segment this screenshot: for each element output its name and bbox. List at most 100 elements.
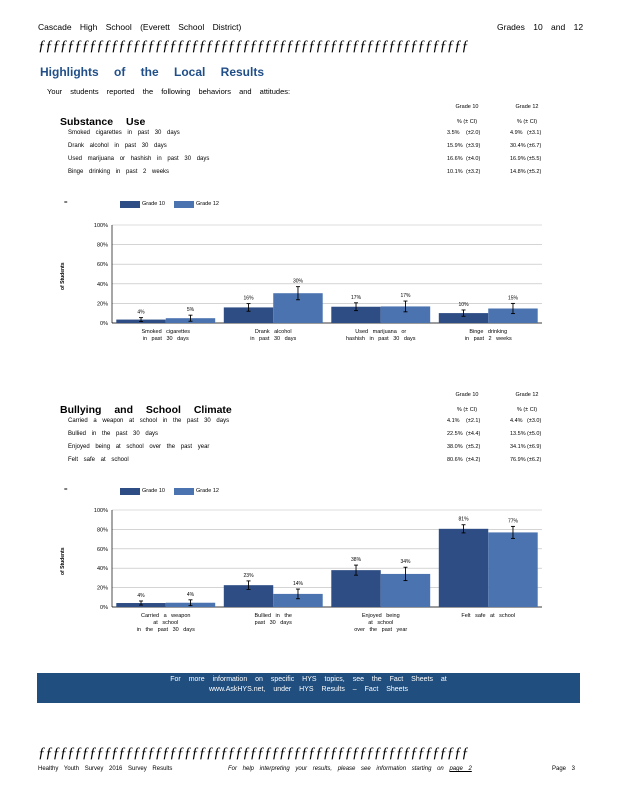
row-label: Binge drinking in past 2 weeks [68,169,170,175]
category-label: Smoked cigarettes [141,329,190,335]
bar [223,307,274,323]
grade10-pct: 22.5% [447,431,463,437]
col-ci-12: % (± CI) [516,119,538,125]
bar [331,570,381,607]
grade10-pct: 3.5% [447,130,460,136]
row-label: Carried a weapon at school in the past 3… [68,418,230,424]
row-label: Drank alcohol in past 30 days [68,143,167,149]
y-tick-label: 20% [97,301,108,307]
bar [488,532,538,607]
data-label: 23% [244,573,255,579]
category-label: Bullied in the [255,613,293,619]
top-divider: ƒƒƒƒƒƒƒƒƒƒƒƒƒƒƒƒƒƒƒƒƒƒƒƒƒƒƒƒƒƒƒƒƒƒƒƒƒƒƒƒ… [38,38,468,54]
category-label: Carried a weapon [141,613,190,619]
data-label: 4% [137,593,145,599]
y-tick-label: 100% [94,508,108,514]
data-label: 14% [293,581,304,587]
data-label: 17% [351,295,362,301]
category-label: at school [368,620,393,626]
bar [223,585,274,607]
legend-label-grade10: Grade 10 [142,201,165,207]
y-tick-label: 80% [97,243,108,249]
bar [273,593,323,607]
category-label: Used marijuana or [355,329,406,335]
section-heading-substance: Substance Use [60,116,146,128]
data-label: 4% [137,310,145,316]
grade10-pct: 16.6% [447,156,463,162]
bullying-chart: 0%20%40%60%80%100%4% 4%Carried a weaponat… [94,508,542,633]
data-label: 4% [187,592,195,598]
row-label: Felt safe at school [68,457,129,463]
grade12-ci: (±3.1) [527,130,542,136]
data-label: 81% [459,517,470,523]
col-grade10-b: Grade 10 [455,392,479,398]
grade12-ci: (±5.2) [527,169,542,175]
y-tick-label: 0% [100,321,108,327]
y-tick-label: 20% [97,586,108,592]
data-label: 17% [400,293,411,299]
school-name: Cascade High School (Everett School Dist… [38,22,242,32]
footer-survey: Healthy Youth Survey 2016 Survey Results [38,766,173,772]
row-label: Bullied in the past 30 days [68,431,159,437]
col-grade12: Grade 12 [515,104,539,110]
category-label: over the past year [354,627,407,633]
grade10-pct: 4.1% [447,418,460,424]
bar [438,313,489,323]
data-label: 34% [400,559,411,565]
grade12-pct: 4.4% [510,418,523,424]
grade10-pct: 10.1% [447,169,463,175]
grade12-pct: 30.4% [510,143,526,149]
grade10-ci: (±2.0) [466,130,481,136]
category-label: Binge drinking [469,329,507,335]
bottom-divider: ƒƒƒƒƒƒƒƒƒƒƒƒƒƒƒƒƒƒƒƒƒƒƒƒƒƒƒƒƒƒƒƒƒƒƒƒƒƒƒƒ… [38,745,468,761]
grade12-ci: (±6.7) [527,143,542,149]
col-ci-12-b: % (± CI) [516,407,538,413]
grade10-pct: 15.9% [447,143,463,149]
grade10-pct: 38.0% [447,444,463,450]
grade12-pct: 16.9% [510,156,526,162]
grade10-ci: (±4.4) [466,431,481,437]
grade12-ci: (±6.9) [527,444,542,450]
legend-swatch-grade12 [174,488,194,495]
grade10-pct: 80.6% [447,457,463,463]
grade10-ci: (±3.2) [466,169,481,175]
bar [331,306,381,323]
y-tick-label: 80% [97,527,108,533]
data-label: 5% [187,307,195,313]
grade10-ci: (±2.1) [466,418,481,424]
legend-label-grade10: Grade 10 [142,488,165,494]
footer-page-link[interactable]: page 2 [449,766,472,772]
y-axis-label: of Students [60,547,66,576]
legend-label-grade12: Grade 12 [196,488,219,494]
y-tick-label: 60% [97,547,108,553]
y-axis-label: of Students [60,262,66,291]
page-subtitle: Your students reported the following beh… [47,87,291,96]
y-tick-label: 0% [100,605,108,611]
category-label: in past 30 days [250,336,296,342]
col-ci-10-b: % (± CI) [456,407,478,413]
data-label: 10% [459,302,470,308]
footer-page-number: Page 3 [552,766,576,772]
legend-swatch-grade10 [120,201,140,208]
grade12-pct: 14.8% [510,169,526,175]
category-label: in past 2 weeks [465,336,512,342]
info-banner: For more information on specific HYS top… [37,673,580,703]
col-grade10: Grade 10 [455,104,479,110]
legend-swatch-grade12 [174,201,194,208]
category-label: hashish in past 30 days [346,336,416,342]
info-line-2: www.AskHYS.net, under HYS Results – Fact… [208,686,408,693]
grades-label: Grades 10 and 12 [497,22,584,32]
category-label: Enjoyed being [362,613,400,619]
substance-chart: 0%20%40%60%80%100%4% 5%Smoked cigarettesi… [94,223,542,342]
grade12-ci: (±6.2) [527,457,542,463]
bar [488,308,538,323]
info-line-1: For more information on specific HYS top… [170,676,447,683]
y-tick-label: 40% [97,282,108,288]
category-label: at school [153,620,178,626]
row-label: Enjoyed being at school over the past ye… [68,444,210,450]
grade12-pct: 76.9% [510,457,526,463]
col-ci-10: % (± CI) [456,119,478,125]
legend-marker: = [64,487,68,493]
data-label: 15% [508,295,519,301]
footer-help-text: For help interpreting your results, plea… [228,766,444,772]
